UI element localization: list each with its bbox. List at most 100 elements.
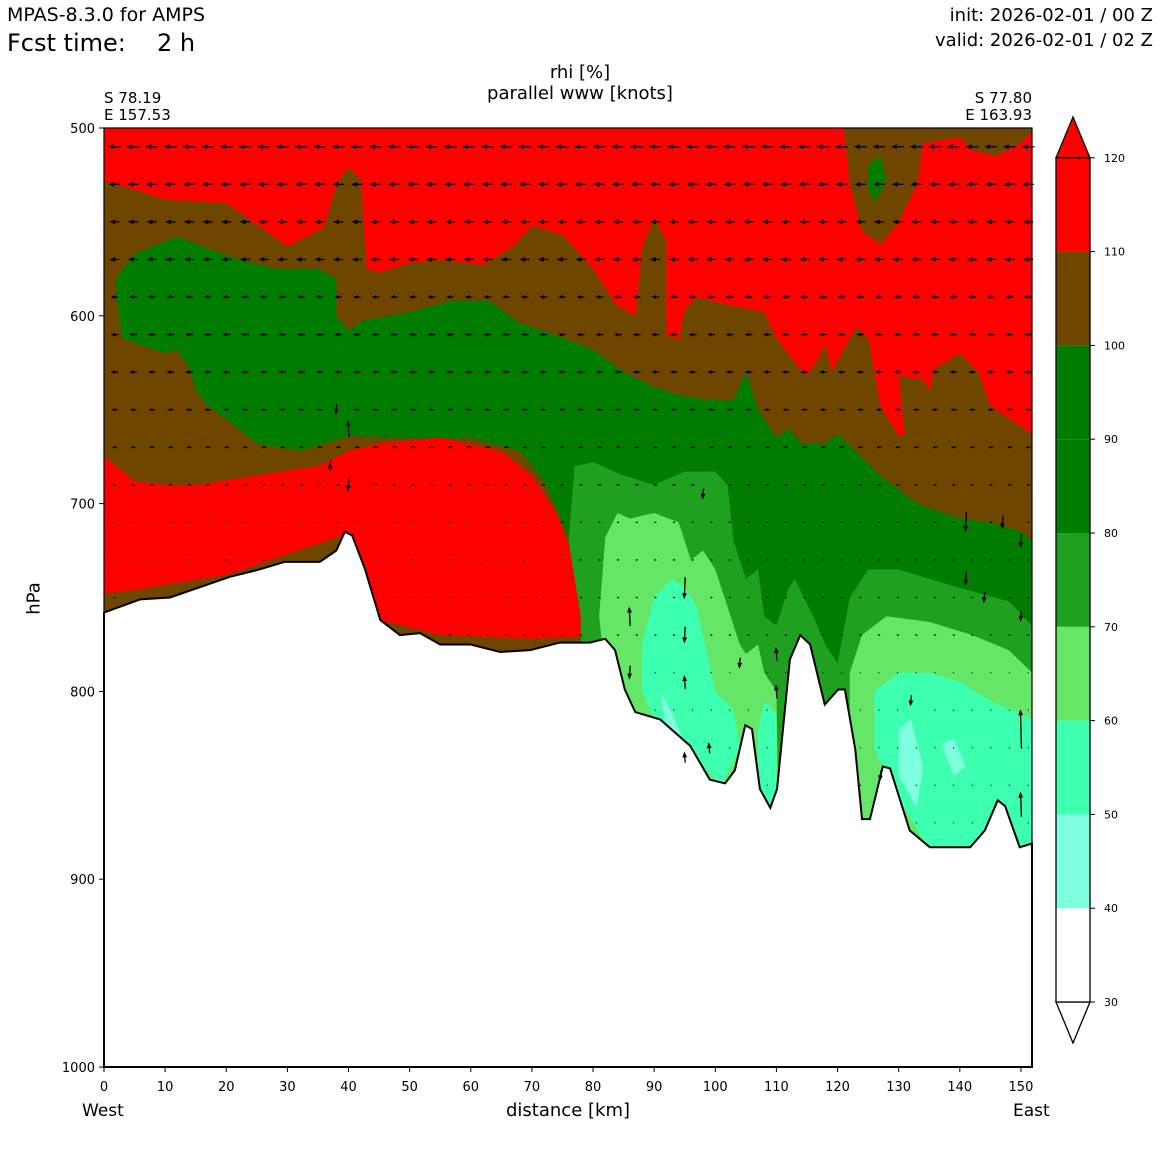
wind-arrow <box>280 483 285 486</box>
wind-arrow <box>595 370 604 375</box>
wind-arrow <box>896 747 899 749</box>
wind-arrow <box>914 596 918 599</box>
wind-arrow <box>952 747 955 749</box>
wind-arrow <box>667 144 681 150</box>
wind-arrow <box>635 559 638 561</box>
wind-arrow <box>220 181 233 187</box>
wind-arrow <box>963 571 969 586</box>
wind-arrow <box>914 559 918 561</box>
wind-arrow <box>462 181 475 187</box>
wind-arrow <box>107 144 121 150</box>
colorbar-segment <box>1056 908 1090 1002</box>
wind-arrow <box>878 747 880 749</box>
wind-arrow <box>627 606 632 627</box>
wind-arrow <box>374 559 377 561</box>
wind-arrow <box>615 483 620 486</box>
wind-arrow <box>667 181 680 187</box>
wind-arrow <box>890 144 904 150</box>
y-axis-label: hPa <box>23 582 45 615</box>
wind-arrow <box>259 332 268 337</box>
x-tick-label: 50 <box>401 1080 418 1095</box>
wind-arrow <box>467 521 470 524</box>
wind-arrow <box>858 596 862 599</box>
wind-arrow <box>802 483 807 486</box>
wind-arrow <box>952 709 955 711</box>
wind-arrow <box>466 483 471 486</box>
wind-arrow <box>877 559 881 561</box>
wind-arrow <box>556 181 568 187</box>
wind-arrow <box>744 370 753 375</box>
wind-arrow <box>765 521 769 524</box>
wind-arrow <box>989 634 992 636</box>
wind-arrow <box>856 370 865 375</box>
wind-arrow <box>858 559 862 561</box>
wind-arrow <box>485 634 489 636</box>
wind-arrow <box>559 483 564 486</box>
rhi-region-50-60 <box>758 700 777 814</box>
wind-arrow <box>334 332 343 337</box>
wind-arrow <box>129 408 137 412</box>
wind-arrow <box>840 634 843 636</box>
wind-arrow <box>709 596 713 599</box>
wind-arrow <box>261 483 266 486</box>
wind-arrow <box>523 634 526 636</box>
wind-arrow <box>724 219 735 225</box>
wind-arrow <box>928 181 941 187</box>
wind-arrow <box>502 370 510 375</box>
wind-arrow <box>837 370 846 375</box>
wind-arrow <box>406 181 419 187</box>
wind-arrow <box>685 144 699 150</box>
wind-arrow <box>836 219 847 225</box>
wind-arrow <box>933 596 937 599</box>
wind-arrow <box>838 408 845 412</box>
wind-arrow <box>224 483 229 486</box>
x-tick-label: 10 <box>157 1080 174 1095</box>
valid-time: valid: 2026-02-01 / 02 Z <box>935 30 1153 51</box>
wind-arrow <box>816 144 830 150</box>
wind-arrow <box>744 332 753 337</box>
wind-arrow <box>593 181 606 187</box>
wind-arrow <box>773 684 779 699</box>
wind-arrow <box>818 370 827 375</box>
wind-arrow <box>276 257 288 262</box>
wind-arrow <box>821 521 825 524</box>
wind-arrow <box>651 370 659 375</box>
wind-arrow <box>467 634 470 636</box>
wind-arrow <box>854 219 866 225</box>
wind-arrow <box>169 521 172 524</box>
wind-arrow <box>763 332 771 337</box>
wind-arrow <box>892 257 903 262</box>
wind-arrow <box>595 332 604 337</box>
wind-arrow <box>892 219 903 225</box>
wind-arrow <box>893 295 902 299</box>
wind-arrow <box>634 483 639 486</box>
wind-arrow <box>541 521 545 524</box>
wind-arrow <box>539 332 548 337</box>
wind-arrow <box>503 446 509 449</box>
wind-arrow <box>499 144 513 150</box>
wind-arrow <box>1007 483 1012 486</box>
wind-arrow <box>782 446 789 449</box>
wind-arrow <box>462 144 476 150</box>
wind-arrow <box>557 295 566 299</box>
wind-arrow <box>688 332 697 337</box>
wind-arrow <box>653 559 657 561</box>
wind-arrow <box>163 144 177 150</box>
wind-arrow <box>127 219 139 225</box>
wind-arrow <box>276 181 289 187</box>
wind-arrow <box>182 144 196 150</box>
wind-arrow <box>971 822 973 824</box>
wind-arrow <box>668 257 679 262</box>
wind-arrow <box>773 646 779 661</box>
colorbar-segment <box>1056 626 1090 721</box>
wind-arrow <box>536 144 550 150</box>
wind-arrow <box>185 370 193 375</box>
wind-arrow <box>260 408 267 412</box>
wind-arrow <box>837 295 846 299</box>
wind-arrow <box>766 709 768 711</box>
wind-arrow <box>707 370 715 375</box>
wind-arrow <box>595 408 603 412</box>
wind-arrow <box>1006 408 1013 412</box>
wind-arrow <box>704 144 718 150</box>
wind-arrow <box>653 634 657 636</box>
